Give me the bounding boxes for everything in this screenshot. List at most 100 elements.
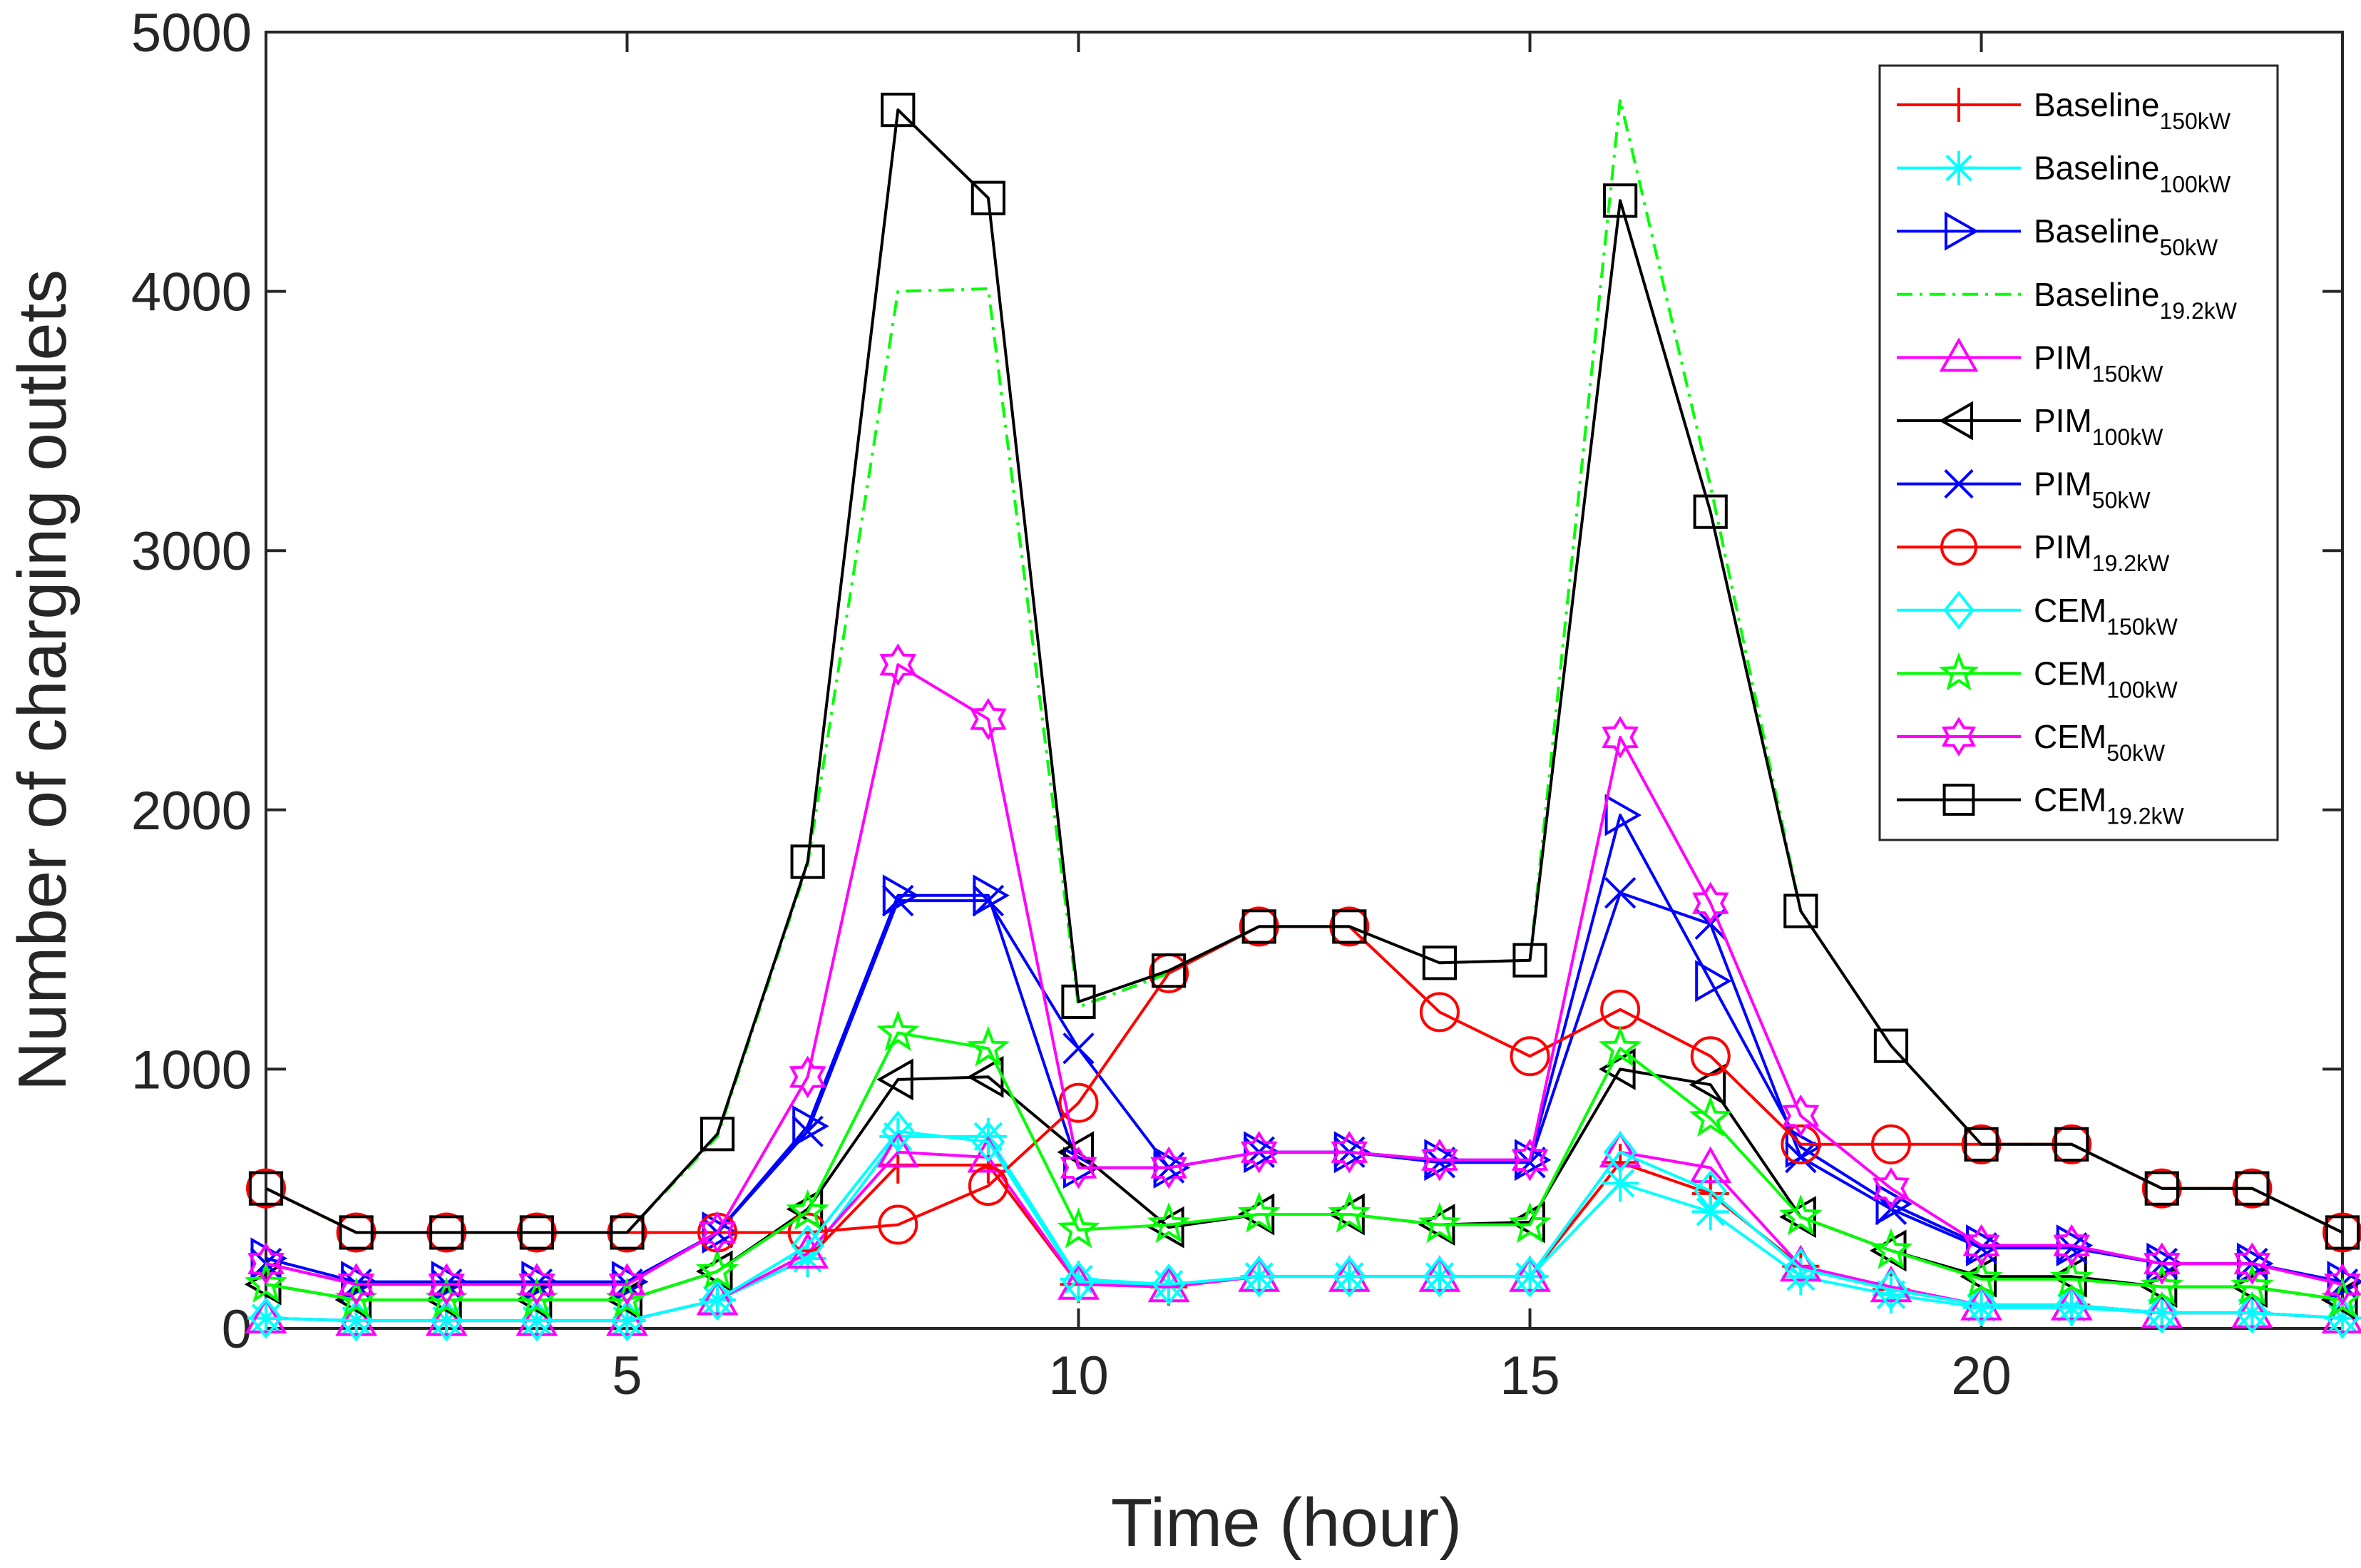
data-point: [1422, 946, 1458, 980]
data-point: [1510, 1036, 1550, 1077]
data-point: [1240, 1131, 1278, 1174]
data-point: [1418, 1255, 1461, 1292]
data-point: [700, 1279, 734, 1321]
data-point: [2231, 1291, 2273, 1328]
data-point: [2231, 1264, 2274, 1306]
data-point: [1599, 1047, 1636, 1090]
data-point: [1421, 1138, 1458, 1182]
legend-label: CEM50kW: [2034, 718, 2166, 766]
legend-entry: Baseline50kW: [1897, 211, 2218, 260]
data-point: [878, 1204, 918, 1245]
data-point: [696, 1278, 739, 1316]
data-point: [248, 1171, 284, 1206]
data-point: [881, 92, 916, 128]
data-point: [1514, 1147, 1546, 1179]
data-point: [244, 1261, 288, 1303]
series-line: [265, 1031, 2343, 1301]
data-point: [876, 1058, 913, 1101]
data-point: [966, 1025, 1010, 1067]
series-cem-100kw: [244, 1010, 2361, 1318]
legend-label: Baseline50kW: [2034, 212, 2218, 260]
data-point: [1063, 1147, 1100, 1189]
legend: Baseline150kW Baseline100kW Baseline50kW Ba…: [1878, 64, 2279, 841]
legend-label: PIM19.2kW: [2034, 528, 2170, 576]
data-point: [425, 1299, 468, 1336]
data-point: [1693, 494, 1728, 529]
y-axis-title: Number of charging outlets: [4, 270, 81, 1092]
data-point: [2144, 1171, 2179, 1206]
legend-entry: CEM50kW: [1897, 717, 2166, 766]
data-point: [970, 180, 1005, 215]
data-point: [1869, 1228, 1913, 1269]
data-point: [792, 1115, 824, 1147]
data-point: [2050, 1283, 2093, 1321]
y-tick-label: 4000: [131, 262, 252, 323]
y-tick-label: 2000: [131, 781, 252, 841]
data-point: [1057, 1207, 1100, 1249]
data-point: [1598, 1025, 1642, 1067]
data-point: [1604, 794, 1642, 836]
data-point: [1874, 1269, 1908, 1311]
legend-label: PIM150kW: [2034, 339, 2163, 386]
data-point: [1602, 1164, 1639, 1202]
legend-entry: Baseline100kW: [1897, 150, 2231, 198]
data-point: [2049, 1256, 2094, 1298]
series-layer: [244, 92, 2361, 1342]
data-point: [610, 1215, 645, 1250]
data-point: [2054, 1284, 2089, 1326]
legend-box: [1878, 64, 2279, 841]
data-point: [1783, 893, 1818, 928]
y-axis-ticks: 0 1000 2000 3000 4000 5000: [131, 3, 2342, 1360]
legend-label: CEM100kW: [2034, 655, 2178, 702]
data-point: [337, 1263, 375, 1306]
data-point: [1151, 953, 1187, 988]
data-point: [1238, 1255, 1281, 1292]
data-point: [790, 844, 825, 879]
series-cem-19-2kw: [248, 92, 2360, 1250]
legend-entry: CEM19.2kW: [1897, 782, 2185, 829]
data-point: [1960, 1256, 2003, 1298]
legend-entry: CEM100kW: [1897, 652, 2178, 702]
data-point: [1152, 1263, 1186, 1306]
data-point: [1513, 1256, 1547, 1298]
data-point: [339, 1215, 374, 1250]
data-point: [876, 1130, 919, 1168]
data-point: [2322, 1212, 2361, 1253]
x-axis-title: Time (hour): [1111, 1485, 1463, 1561]
data-point: [1603, 1131, 1637, 1174]
data-point: [1603, 183, 1638, 218]
data-point: [876, 1010, 920, 1052]
data-point: [972, 884, 1005, 917]
data-point: [2235, 1291, 2269, 1334]
data-point: [1061, 984, 1096, 1019]
legend-marker: [1939, 337, 1979, 372]
legend-marker: [1940, 528, 1977, 566]
legend-marker: [1942, 88, 1976, 122]
legend-label: PIM50kW: [2034, 466, 2151, 513]
data-point: [1328, 1255, 1371, 1292]
data-point: [1332, 1256, 1366, 1298]
data-point: [1873, 1028, 1909, 1063]
data-point: [1602, 716, 1639, 759]
legend-marker: [1942, 150, 1976, 185]
data-point: [1962, 1224, 2000, 1267]
data-point: [881, 1110, 915, 1152]
data-point: [968, 1166, 1008, 1206]
data-point: [1058, 1082, 1099, 1123]
data-point: [1062, 1261, 1095, 1303]
legend-marker: [1938, 652, 1980, 691]
data-point: [789, 1055, 826, 1099]
data-point: [2053, 1288, 2091, 1326]
data-point: [608, 1263, 646, 1306]
data-point: [2053, 1224, 2090, 1267]
data-point: [879, 1117, 917, 1155]
data-point: [1782, 1095, 1820, 1137]
data-point: [2235, 1171, 2270, 1206]
data-point: [1782, 1258, 1820, 1296]
data-point: [246, 1168, 286, 1209]
data-point: [429, 1215, 464, 1250]
legend-entry: PIM150kW: [1897, 337, 2163, 386]
legend-label: PIM100kW: [2034, 402, 2163, 450]
legend-marker: [1945, 211, 1980, 251]
x-tick-label: 5: [612, 1346, 642, 1406]
